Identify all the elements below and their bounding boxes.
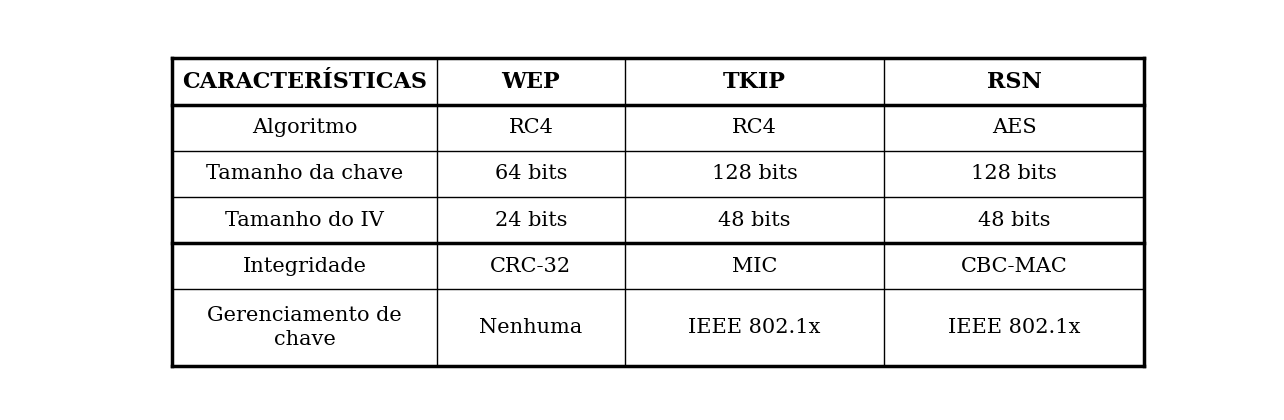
Text: CBC-MAC: CBC-MAC bbox=[960, 257, 1067, 276]
Text: MIC: MIC bbox=[732, 257, 777, 276]
Text: 48 bits: 48 bits bbox=[977, 211, 1050, 230]
Text: Integridade: Integridade bbox=[243, 257, 366, 276]
Text: 64 bits: 64 bits bbox=[494, 165, 568, 184]
Text: IEEE 802.1x: IEEE 802.1x bbox=[688, 318, 820, 337]
Text: CRC-32: CRC-32 bbox=[490, 257, 571, 276]
Text: Gerenciamento de
chave: Gerenciamento de chave bbox=[207, 306, 402, 349]
Text: IEEE 802.1x: IEEE 802.1x bbox=[948, 318, 1080, 337]
Text: RC4: RC4 bbox=[732, 118, 777, 137]
Text: 48 bits: 48 bits bbox=[719, 211, 791, 230]
Text: 24 bits: 24 bits bbox=[494, 211, 568, 230]
Text: WEP: WEP bbox=[502, 71, 560, 92]
Text: RC4: RC4 bbox=[508, 118, 553, 137]
Text: Algoritmo: Algoritmo bbox=[252, 118, 357, 137]
Text: TKIP: TKIP bbox=[723, 71, 786, 92]
Text: Nenhuma: Nenhuma bbox=[479, 318, 583, 337]
Text: RSN: RSN bbox=[986, 71, 1041, 92]
Text: AES: AES bbox=[991, 118, 1036, 137]
Text: CARACTERÍSTICAS: CARACTERÍSTICAS bbox=[182, 71, 428, 92]
Text: Tamanho do IV: Tamanho do IV bbox=[225, 211, 384, 230]
Text: Tamanho da chave: Tamanho da chave bbox=[205, 165, 403, 184]
Text: 128 bits: 128 bits bbox=[971, 165, 1057, 184]
Text: 128 bits: 128 bits bbox=[711, 165, 797, 184]
